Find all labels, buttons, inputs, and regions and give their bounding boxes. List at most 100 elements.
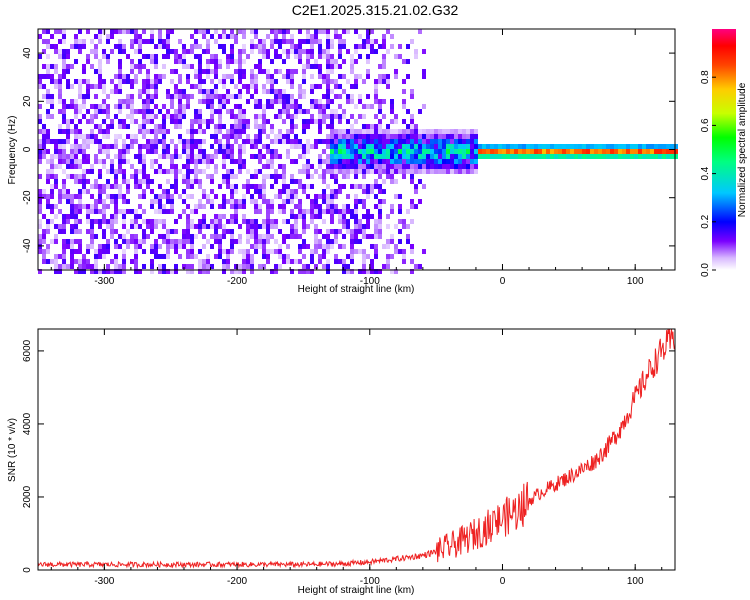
spectrogram-cell [182,179,186,184]
spectrogram-cell [326,104,330,109]
spectrogram-cell [418,134,422,139]
spectrogram-cell [270,139,274,144]
spectrogram-cell [62,154,66,159]
spectrogram-cell [294,139,298,144]
spectrogram-cell [206,59,210,64]
spectrogram-cell [158,154,162,159]
spectrogram-cell [46,224,50,229]
spectrogram-cell [386,139,390,144]
spectrogram-cell [194,119,198,124]
spectrogram-cell [290,189,294,194]
spectrogram-cell [150,144,154,149]
spectrogram-cell [354,29,358,34]
spectrogram-cell [54,144,58,149]
spectrogram-cell [386,84,390,89]
spectrogram-cell [190,264,194,269]
spectrogram-cell [42,94,46,99]
spectrogram-cell [282,169,286,174]
spectrogram-cell [318,229,322,234]
spectrogram-cell [222,264,226,269]
spectrogram-cell [450,134,454,139]
spectrogram-cell [294,109,298,114]
spectrogram-cell [566,144,570,149]
spectrogram-cell [90,239,94,244]
spectrogram-cell [38,144,42,149]
spectrogram-cell [398,54,402,59]
spectrogram-cell [210,34,214,39]
spectrogram-cell [118,109,122,114]
spectrogram-cell [614,154,618,159]
spectrogram-cell [94,114,98,119]
spectrogram-cell [134,154,138,159]
spectrogram-cell [450,154,454,159]
spectrogram-cell [38,159,42,164]
spectrogram-cell [546,154,550,159]
spectrogram-cell [290,129,294,134]
spectrogram-cell [226,129,230,134]
spectrogram-cell [274,179,278,184]
spectrogram-cell [210,204,214,209]
spectrogram-cell [638,144,642,149]
spectrogram-cell [294,179,298,184]
spectrogram-cell [342,114,346,119]
spectrogram-cell [186,164,190,169]
spectrogram-cell [402,119,406,124]
spectrogram-cell [114,179,118,184]
spectrogram-cell [250,269,254,274]
spectrogram-cell [634,149,638,154]
spectrogram-cell [318,174,322,179]
spectrogram-cell [218,144,222,149]
spectrogram-cell [66,119,70,124]
spectrogram-cell [114,264,118,269]
spectrogram-cell [74,249,78,254]
spectrogram-cell [314,194,318,199]
spectrogram-cell [398,154,402,159]
spectrogram-cell [402,129,406,134]
spectrogram-cell [186,184,190,189]
spectrogram-cell [330,114,334,119]
spectrogram-cell [378,199,382,204]
spectrogram-cell [134,139,138,144]
spectrogram-cell [370,154,374,159]
spectrogram-cell [282,174,286,179]
spectrogram-cell [154,254,158,259]
spectrogram-cell [174,89,178,94]
spectrogram-cell [166,109,170,114]
spectrogram-cell [338,189,342,194]
spectrogram-cell [278,209,282,214]
spectrogram-cell [214,124,218,129]
spectrogram-cell [266,149,270,154]
spectrogram-cell [342,259,346,264]
spectrogram-cell [622,144,626,149]
spectrogram-cell [426,134,430,139]
spectrogram-cell [342,154,346,159]
spectrogram-cell [90,169,94,174]
spectrogram-cell [150,94,154,99]
spectrogram-cell [370,159,374,164]
spectrogram-cell [38,269,42,274]
spectrogram-cell [266,214,270,219]
spectrogram-cell [130,44,134,49]
spectrogram-cell [354,144,358,149]
spectrogram-cell [154,149,158,154]
spectrogram-cell [238,204,242,209]
spectrogram-cell [58,79,62,84]
spectrogram-cell [390,34,394,39]
spectrogram-cell [206,49,210,54]
spectrogram-cell [154,104,158,109]
spectrogram-cell [134,259,138,264]
spectrogram-cell [474,129,478,134]
spectrogram-cell [142,209,146,214]
spectrogram-cell [138,34,142,39]
spectrogram-cell [318,159,322,164]
spectrogram-cell [490,149,494,154]
spectrogram-cell [38,114,42,119]
spectrogram-cell [70,209,74,214]
spectrogram-cell [290,179,294,184]
spectrogram-cell [334,174,338,179]
spectrogram-cell [326,134,330,139]
spectrogram-cell [470,149,474,154]
spectrogram-cell [102,214,106,219]
spectrogram-cell [326,249,330,254]
spectrogram-cell [370,104,374,109]
